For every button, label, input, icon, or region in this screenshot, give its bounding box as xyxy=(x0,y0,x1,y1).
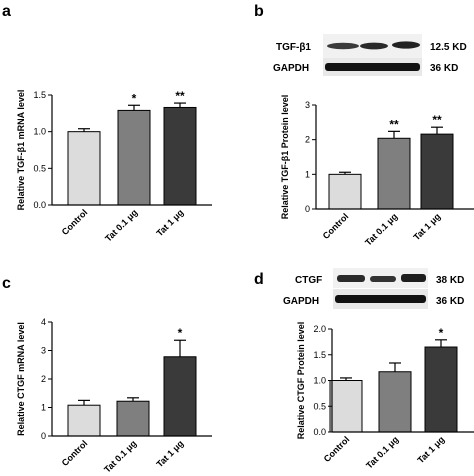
blot-size-label: 36 KD xyxy=(436,296,464,307)
panel-letter-a: a xyxy=(2,3,11,20)
blot-band xyxy=(360,42,388,50)
bar xyxy=(329,380,363,433)
significance-mark: ** xyxy=(432,113,442,127)
category-label: Tat 0.1 μg xyxy=(363,211,399,247)
category-label: Control xyxy=(322,434,352,464)
blot-band xyxy=(337,275,365,282)
bar xyxy=(420,133,454,210)
bar xyxy=(424,346,458,433)
bar xyxy=(67,404,101,437)
blot-band xyxy=(370,276,396,282)
y-tick-label: 1.5 xyxy=(313,350,326,360)
y-tick-label: 0 xyxy=(305,204,310,214)
category-label: Tat 0.1 μg xyxy=(103,207,139,243)
y-tick-label: 0 xyxy=(41,431,46,441)
category-label: Tat 1 μg xyxy=(411,211,442,242)
blot-band xyxy=(327,42,359,50)
y-tick-label: 1 xyxy=(305,169,310,179)
category-label: Tat 0.1 μg xyxy=(102,438,138,474)
western-blot-b: TGF-β1 GAPDH 12.5 KD 36 KD xyxy=(273,34,467,76)
blot-protein-label: CTGF xyxy=(295,275,322,286)
category-label: Tat 0.1 μg xyxy=(364,434,400,470)
category-label: Tat 1 μg xyxy=(415,434,446,465)
blot-size-label: 38 KD xyxy=(436,275,464,286)
blot-protein-label: TGF-β1 xyxy=(276,42,311,53)
category-label: Control xyxy=(60,207,90,237)
y-axis-title: Relative TGF-β1 mRNA level xyxy=(16,90,26,211)
chart-panel-a: Control * Tat 0.1 μg ** Tat 1 μg 0.0 0.5 1.0 1.5… xyxy=(16,89,212,244)
y-tick-label: 1.5 xyxy=(33,90,46,100)
bar xyxy=(117,109,151,206)
y-tick-label: 0.5 xyxy=(313,401,326,411)
y-tick-label: 2 xyxy=(305,135,310,145)
blot-size-label: 12.5 KD xyxy=(430,42,467,53)
panel-letter-d: d xyxy=(254,271,264,288)
y-tick-label: 2.0 xyxy=(313,324,326,334)
blot-band xyxy=(335,295,426,303)
panel-letter-b: b xyxy=(254,3,264,20)
western-blot-d: CTGF GAPDH 38 KD 36 KD xyxy=(283,268,464,309)
y-axis-title: Relative TGF-β1 Protein level xyxy=(280,95,290,220)
y-tick-label: 3 xyxy=(41,346,46,356)
bar xyxy=(163,356,197,437)
bar xyxy=(163,106,197,206)
blot-band xyxy=(392,41,420,49)
significance-mark: * xyxy=(132,91,137,105)
y-axis-title: Relative CTGF mRNA level xyxy=(16,322,26,436)
blot-band xyxy=(325,63,420,71)
bar xyxy=(116,400,150,437)
blot-size-label: 36 KD xyxy=(430,63,458,74)
bar xyxy=(378,371,412,433)
significance-mark: ** xyxy=(175,89,185,103)
y-tick-label: 1.0 xyxy=(33,127,46,137)
category-label: Control xyxy=(321,211,351,241)
bar xyxy=(328,173,362,210)
y-axis-title: Relative CTGF Protein level xyxy=(296,322,306,440)
blot-protein-label: GAPDH xyxy=(273,63,309,74)
y-tick-label: 4 xyxy=(41,317,46,327)
bar xyxy=(67,131,101,206)
category-label: Tat 1 μg xyxy=(154,207,185,238)
y-tick-label: 1 xyxy=(41,403,46,413)
chart-panel-b: Control ** Tat 0.1 μg ** Tat 1 μg 0 1 2 3 Relativ… xyxy=(280,95,474,248)
blot-protein-label: GAPDH xyxy=(283,296,319,307)
y-tick-label: 1.0 xyxy=(313,376,326,386)
y-tick-label: 0.0 xyxy=(33,200,46,210)
y-tick-label: 2 xyxy=(41,374,46,384)
blot-band xyxy=(401,274,426,282)
chart-panel-d: Control Tat 0.1 μg * Tat 1 μg 0.0 0.5 1.0 1.5 2.… xyxy=(296,322,474,471)
y-tick-label: 0.5 xyxy=(33,163,46,173)
panel-letter-c: c xyxy=(2,275,11,292)
chart-panel-c: Control Tat 0.1 μg * Tat 1 μg 0 1 2 3 4 Relative … xyxy=(16,317,212,475)
y-tick-label: 0.0 xyxy=(313,427,326,437)
significance-mark: ** xyxy=(389,117,399,131)
significance-mark: * xyxy=(178,326,183,340)
y-tick-label: 3 xyxy=(305,100,310,110)
category-label: Tat 1 μg xyxy=(154,438,185,469)
category-label: Control xyxy=(60,438,90,468)
bar xyxy=(377,137,411,210)
significance-mark: * xyxy=(439,326,444,340)
